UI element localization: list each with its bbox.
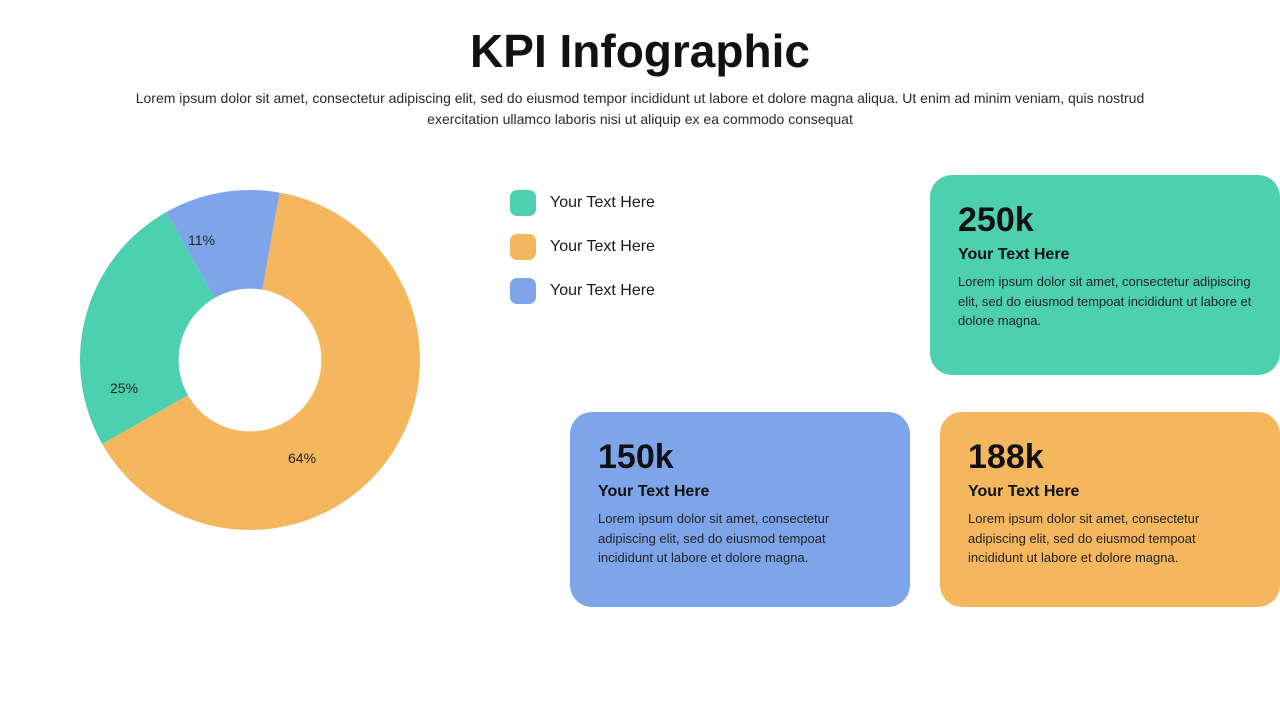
kpi-body: Lorem ipsum dolor sit amet, consectetur … — [968, 509, 1252, 568]
kpi-heading: Your Text Here — [968, 483, 1252, 501]
kpi-stat: 150k — [598, 438, 882, 477]
kpi-card-teal: 250k Your Text Here Lorem ipsum dolor si… — [930, 175, 1280, 375]
legend-swatch-2 — [510, 278, 536, 304]
legend-swatch-1 — [510, 234, 536, 260]
page-subtitle: Lorem ipsum dolor sit amet, consectetur … — [115, 88, 1165, 130]
kpi-body: Lorem ipsum dolor sit amet, consectetur … — [958, 272, 1252, 331]
donut-label-1: 25% — [110, 380, 138, 396]
donut-label-0: 64% — [288, 450, 316, 466]
legend-item-0: Your Text Here — [510, 190, 770, 216]
kpi-stat: 188k — [968, 438, 1252, 477]
legend-item-2: Your Text Here — [510, 278, 770, 304]
kpi-card-blue: 150k Your Text Here Lorem ipsum dolor si… — [570, 412, 910, 607]
donut-svg — [70, 180, 430, 540]
kpi-heading: Your Text Here — [958, 246, 1252, 264]
donut-label-2: 11% — [188, 232, 215, 248]
page-title: KPI Infographic — [60, 24, 1220, 78]
kpi-card-orange: 188k Your Text Here Lorem ipsum dolor si… — [940, 412, 1280, 607]
kpi-stat: 250k — [958, 201, 1252, 240]
donut-chart: 64% 25% 11% — [70, 180, 430, 540]
legend-item-1: Your Text Here — [510, 234, 770, 260]
legend-swatch-0 — [510, 190, 536, 216]
infographic-page: KPI Infographic Lorem ipsum dolor sit am… — [0, 0, 1280, 720]
content-row: 64% 25% 11% Your Text Here Your Text Her… — [60, 180, 1220, 540]
donut-column: 64% 25% 11% — [60, 180, 480, 540]
kpi-heading: Your Text Here — [598, 483, 882, 501]
legend-label-1: Your Text Here — [550, 238, 655, 256]
legend-label-0: Your Text Here — [550, 194, 655, 212]
legend-label-2: Your Text Here — [550, 282, 655, 300]
kpi-body: Lorem ipsum dolor sit amet, consectetur … — [598, 509, 882, 568]
cards-area: 250k Your Text Here Lorem ipsum dolor si… — [800, 180, 1220, 540]
